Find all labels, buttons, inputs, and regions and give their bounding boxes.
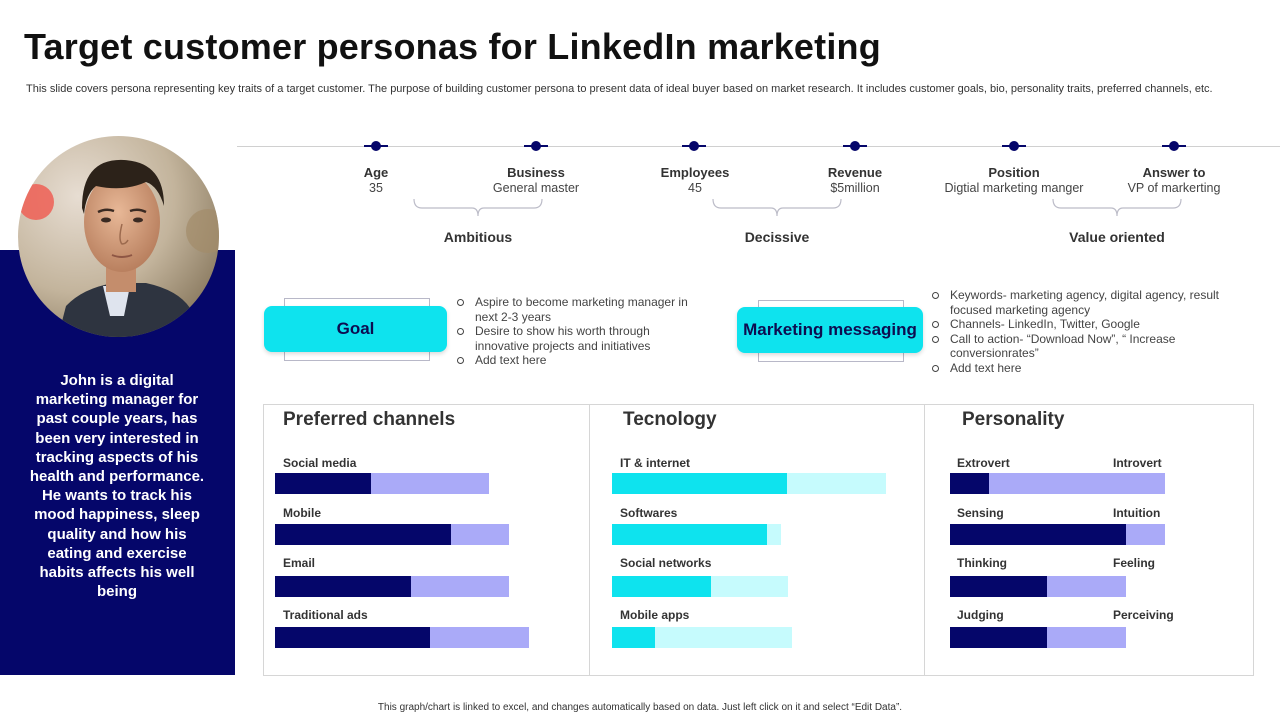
personality-bar-fill xyxy=(950,524,1127,545)
messaging-pill: Marketing messaging xyxy=(737,307,923,353)
stat-value-business: General master xyxy=(492,181,580,195)
channel-bar xyxy=(275,576,509,597)
stat-label-employees: Employees xyxy=(660,165,730,180)
footer-note: This graph/chart is linked to excel, and… xyxy=(377,702,903,713)
personality-bar xyxy=(950,627,1126,648)
channel-bar-fill xyxy=(275,576,411,597)
channel-bar-fill xyxy=(275,524,451,545)
stat-value-answer-to: VP of markerting xyxy=(1127,181,1221,195)
technology-bar-fill xyxy=(612,524,768,545)
messaging-item: Add text here xyxy=(931,361,1251,376)
channel-label: Email xyxy=(283,556,316,570)
goal-item: Aspire to become marketing manager in ne… xyxy=(456,295,701,324)
personality-bar xyxy=(950,473,1165,494)
stat-value-revenue: $5million xyxy=(830,181,880,195)
metrics-panel xyxy=(263,404,1254,676)
stat-value-employees: 45 xyxy=(688,181,702,195)
channel-bar xyxy=(275,473,489,494)
timeline-line xyxy=(237,146,1280,147)
stat-value-age: 35 xyxy=(369,181,383,195)
channel-label: Traditional ads xyxy=(283,608,368,622)
panel-divider xyxy=(589,404,590,676)
technology-label: Social networks xyxy=(620,556,712,570)
timeline-dot xyxy=(1162,141,1186,151)
personality-title: Personality xyxy=(962,409,1065,430)
technology-bar xyxy=(612,524,781,545)
timeline-dot xyxy=(682,141,706,151)
stat-label-business: Business xyxy=(507,165,565,180)
bio-text: John is a digital marketing manager for … xyxy=(29,372,205,601)
personality-left-label: Judging xyxy=(957,608,1004,622)
messaging-list: Keywords- marketing agency, digital agen… xyxy=(931,288,1251,375)
messaging-item: Call to action- “Download Now”, “ Increa… xyxy=(931,332,1251,361)
stat-value-position: Digtial marketing manger xyxy=(944,181,1084,195)
timeline-dot xyxy=(1002,141,1026,151)
technology-bar xyxy=(612,576,788,597)
stat-label-position: Position xyxy=(988,165,1040,180)
channel-bar-fill xyxy=(275,627,430,648)
channel-bar-fill xyxy=(275,473,372,494)
personality-right-label: Perceiving xyxy=(1113,608,1174,622)
messaging-item: Keywords- marketing agency, digital agen… xyxy=(931,288,1251,317)
page-subtitle: This slide covers persona representing k… xyxy=(26,83,1213,95)
stat-label-age: Age xyxy=(363,165,389,180)
goal-item: Desire to show his worth through innovat… xyxy=(456,324,701,353)
timeline-dot xyxy=(524,141,548,151)
preferred-channels-title: Preferred channels xyxy=(283,409,456,430)
messaging-item: Channels- LinkedIn, Twitter, Google xyxy=(931,317,1251,332)
goal-item: Add text here xyxy=(456,353,701,368)
personality-left-label: Sensing xyxy=(957,506,1004,520)
personality-right-label: Introvert xyxy=(1113,456,1162,470)
personality-right-label: Intuition xyxy=(1113,506,1161,520)
trait-braces xyxy=(413,198,1182,217)
technology-title: Tecnology xyxy=(623,409,717,430)
channel-label: Mobile xyxy=(283,506,321,520)
technology-label: IT & internet xyxy=(620,456,691,470)
persona-avatar xyxy=(18,136,219,337)
technology-bar xyxy=(612,473,886,494)
technology-label: Mobile apps xyxy=(620,608,690,622)
stat-label-revenue: Revenue xyxy=(827,165,883,180)
technology-bar-fill xyxy=(612,576,711,597)
page-title: Target customer personas for LinkedIn ma… xyxy=(24,26,881,67)
timeline-dot xyxy=(843,141,867,151)
goal-pill: Goal xyxy=(264,306,447,352)
trait-decisive: Decissive xyxy=(744,229,810,245)
goal-list: Aspire to become marketing manager in ne… xyxy=(456,295,701,368)
stat-label-answer-to: Answer to xyxy=(1142,165,1206,180)
technology-bar-fill xyxy=(612,473,788,494)
timeline-dot xyxy=(364,141,388,151)
personality-bar-fill xyxy=(950,627,1047,648)
channel-bar xyxy=(275,524,509,545)
channel-bar xyxy=(275,627,529,648)
personality-bar-fill xyxy=(950,576,1047,597)
personality-bar-fill xyxy=(950,473,989,494)
panel-divider xyxy=(924,404,925,676)
personality-bar xyxy=(950,576,1126,597)
personality-left-label: Thinking xyxy=(957,556,1007,570)
technology-bar-fill xyxy=(612,627,656,648)
personality-right-label: Feeling xyxy=(1113,556,1156,570)
technology-label: Softwares xyxy=(620,506,678,520)
personality-left-label: Extrovert xyxy=(957,456,1010,470)
trait-ambitious: Ambitious xyxy=(443,229,513,245)
technology-bar xyxy=(612,627,792,648)
trait-value-oriented: Value oriented xyxy=(1069,229,1165,245)
channel-label: Social media xyxy=(283,456,357,470)
personality-bar xyxy=(950,524,1165,545)
